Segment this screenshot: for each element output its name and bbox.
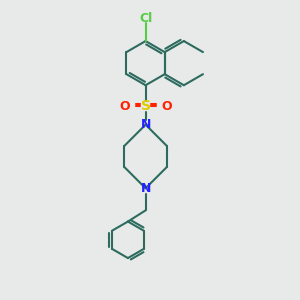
Text: Cl: Cl <box>139 12 152 25</box>
Text: N: N <box>140 182 151 195</box>
Text: O: O <box>120 100 130 113</box>
Text: O: O <box>161 100 172 113</box>
Text: N: N <box>140 118 151 131</box>
Text: S: S <box>141 99 151 113</box>
